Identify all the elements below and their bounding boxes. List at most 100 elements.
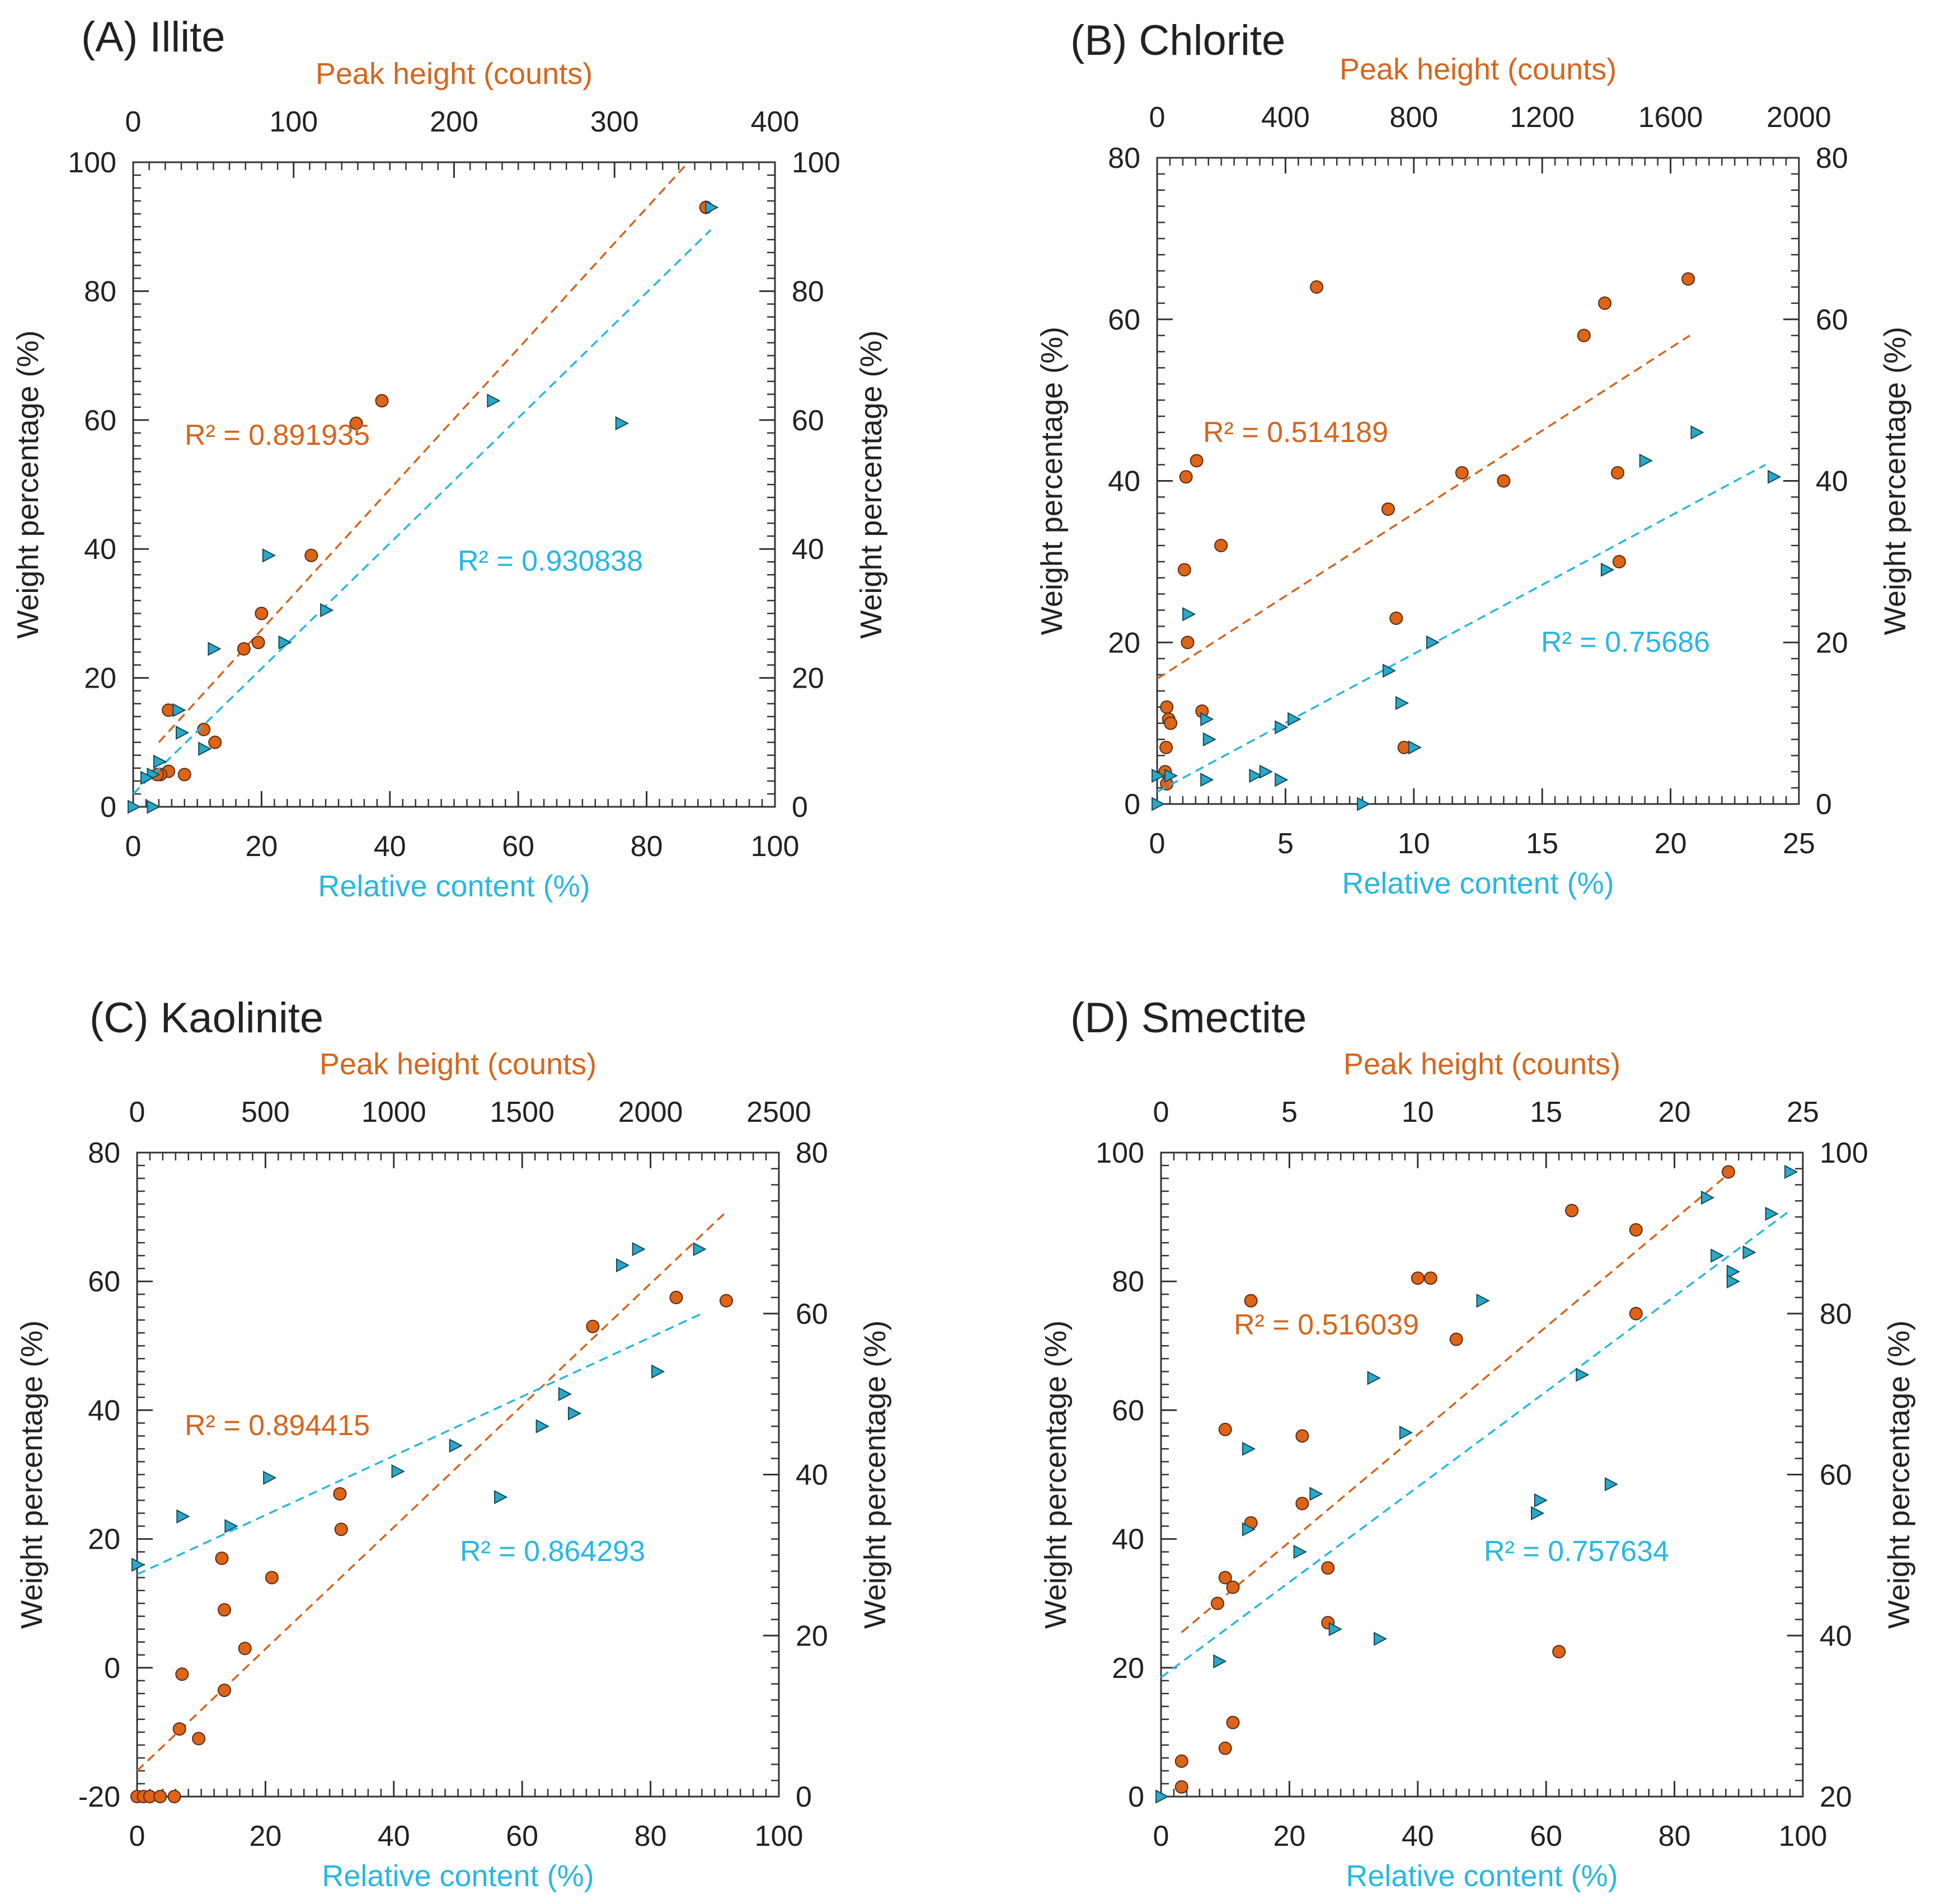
panel-a-y-tick-label: 0 bbox=[100, 791, 116, 824]
panel-c-x-tick-label: 100 bbox=[755, 1820, 803, 1853]
panel-d-y2-tick-label: 100 bbox=[1820, 1137, 1868, 1169]
panel-d-x2-tick-label: 5 bbox=[1281, 1096, 1298, 1129]
panel-b-relative-content-point bbox=[1275, 720, 1289, 735]
panel-d-relative-content-point bbox=[1373, 1632, 1388, 1646]
panel-b-relative-content-point bbox=[1426, 635, 1440, 650]
panel-c-peak-height-point bbox=[172, 1722, 186, 1736]
panel-d-relative-content-point bbox=[1367, 1371, 1381, 1385]
panel-a-y2-tick-label: 20 bbox=[792, 662, 824, 695]
panel-d-relative-content-point bbox=[1784, 1164, 1798, 1179]
panel-b-y-axis-label: Weight percentage (%) bbox=[1035, 327, 1069, 635]
panel-a-relative-content-fit-line bbox=[132, 229, 712, 795]
panel-a-relative-content-point bbox=[172, 703, 186, 717]
panel-d-x-axis-label: Relative content (%) bbox=[1346, 1859, 1618, 1893]
panel-d-relative-content-point bbox=[1711, 1248, 1724, 1263]
panel-b-peak-height-point bbox=[1612, 554, 1626, 568]
panel-d-peak-height-fit-line bbox=[1181, 1171, 1732, 1633]
panel-c-x2-tick-label: 500 bbox=[241, 1096, 290, 1129]
panel-d-relative-content-point bbox=[1399, 1426, 1413, 1440]
panel-d-x2-axis-label: Peak height (counts) bbox=[1343, 1047, 1620, 1081]
panel-d-relative-content-point bbox=[1765, 1206, 1779, 1221]
panel-c-x-tick-label: 40 bbox=[378, 1820, 410, 1853]
panel-c-relative-content-point bbox=[651, 1364, 665, 1379]
panel-d-peak-height-point bbox=[1629, 1223, 1643, 1237]
panel-c-y2-tick-label: 20 bbox=[796, 1620, 828, 1652]
panel-a-peak-height-point bbox=[251, 636, 265, 650]
panel-b-relative-content-point bbox=[1152, 768, 1166, 783]
panel-d-peak-height-point bbox=[1244, 1294, 1258, 1308]
panel-a-peak-height-point bbox=[304, 548, 318, 562]
panel-d-x2-tick-label: 25 bbox=[1787, 1096, 1819, 1129]
panel-d-y-tick-label: 20 bbox=[1112, 1652, 1144, 1685]
panel-b-relative-content-point bbox=[1639, 453, 1653, 468]
panel-b-x-tick-label: 20 bbox=[1655, 828, 1687, 860]
panel-d-peak-height-point bbox=[1226, 1580, 1240, 1594]
panel-d-relative-content-point bbox=[1213, 1654, 1227, 1668]
panel-d-relative-content-point bbox=[1534, 1493, 1548, 1508]
panel-c-relative-content-fit-line bbox=[137, 1313, 703, 1576]
panel-b-relative-content-point bbox=[1357, 797, 1371, 811]
panel-b-peak-height-point bbox=[1164, 716, 1178, 730]
panel-c-y2-tick-label: 80 bbox=[796, 1137, 828, 1169]
panel-b-peak-height-point bbox=[1160, 700, 1174, 714]
panel-d-x2-tick-label: 20 bbox=[1658, 1096, 1691, 1129]
panel-c-relative-content-point bbox=[558, 1386, 572, 1402]
panel-c-y-axis-label: Weight percentage (%) bbox=[15, 1320, 49, 1629]
panel-d-peak-height-point bbox=[1174, 1780, 1188, 1794]
panel-c-relative-content-r2-label: R² = 0.864293 bbox=[460, 1535, 645, 1568]
panel-b-y2-tick-label: 20 bbox=[1816, 627, 1848, 659]
panel-b-title: (B) Chlorite bbox=[1070, 17, 1285, 64]
panel-a-x2-tick-label: 100 bbox=[269, 106, 318, 138]
panel-c-y-tick-label: -20 bbox=[78, 1781, 120, 1813]
panel-d-x2-tick-label: 10 bbox=[1402, 1096, 1434, 1129]
panel-b-y-tick-label: 80 bbox=[1108, 142, 1140, 175]
panel-b-x-tick-label: 15 bbox=[1526, 828, 1558, 860]
panel-c-peak-height-r2-label: R² = 0.894415 bbox=[185, 1409, 370, 1442]
panel-c-x-tick-label: 0 bbox=[129, 1820, 145, 1853]
panel-c-x2-axis-label: Peak height (counts) bbox=[319, 1047, 596, 1081]
panel-b-y2-tick-label: 40 bbox=[1816, 466, 1848, 498]
panel-c-relative-content-point bbox=[494, 1490, 508, 1505]
panel-d-y-tick-label: 60 bbox=[1112, 1394, 1144, 1427]
panel-a-relative-content-point bbox=[320, 603, 334, 618]
panel-a-x2-tick-label: 200 bbox=[430, 106, 478, 138]
panel-d-y-tick-label: 0 bbox=[1128, 1781, 1144, 1813]
panel-b-peak-height-point bbox=[1389, 611, 1403, 625]
panel-d-peak-height-point bbox=[1295, 1429, 1309, 1443]
panel-b-y-tick-label: 60 bbox=[1108, 304, 1140, 336]
panel-b-y2-axis-label: Weight percentage (%) bbox=[1878, 327, 1912, 635]
panel-d-peak-height-point bbox=[1321, 1561, 1335, 1575]
panel-c-x2-tick-label: 2500 bbox=[746, 1096, 811, 1129]
panel-c-relative-content-point bbox=[693, 1242, 707, 1257]
panel-b-x-tick-label: 10 bbox=[1398, 828, 1430, 860]
panel-b-y-tick-label: 40 bbox=[1108, 466, 1140, 498]
panel-a-plot-frame bbox=[132, 161, 776, 808]
panel-a-x2-axis-label: Peak height (counts) bbox=[316, 57, 593, 91]
panel-d-relative-content-point bbox=[1531, 1506, 1545, 1521]
panel-a-relative-content-point bbox=[487, 393, 501, 408]
panel-d-y2-axis-label: Weight percentage (%) bbox=[1882, 1320, 1916, 1629]
panel-c-y-tick-label: 80 bbox=[88, 1137, 120, 1169]
panel-b-relative-content-point bbox=[1690, 425, 1704, 440]
panel-b-peak-height-point bbox=[1190, 454, 1204, 468]
panel-b-peak-height-point bbox=[1177, 563, 1191, 577]
panel-d-x-tick-label: 60 bbox=[1530, 1820, 1562, 1853]
panel-b-relative-content-point bbox=[1152, 797, 1166, 811]
panel-d-peak-height-point bbox=[1218, 1422, 1232, 1436]
panel-d-relative-content-point bbox=[1700, 1190, 1715, 1205]
panel-a-x-tick-label: 40 bbox=[374, 830, 406, 863]
panel-b-peak-height-point bbox=[1577, 328, 1591, 342]
panel-b-relative-content-point bbox=[1408, 740, 1422, 755]
panel-d-relative-content-r2-label: R² = 0.757634 bbox=[1484, 1535, 1669, 1568]
panel-c-x-tick-label: 20 bbox=[249, 1820, 281, 1853]
panel-c-x2-tick-label: 1500 bbox=[490, 1096, 555, 1129]
panel-d-y2-tick-label: 20 bbox=[1820, 1781, 1852, 1813]
panel-c-peak-height-fit-line bbox=[136, 1210, 729, 1772]
panel-c-relative-content-point bbox=[131, 1557, 145, 1572]
panel-b-peak-height-point bbox=[1310, 280, 1324, 294]
panel-b-relative-content-point bbox=[1164, 768, 1178, 783]
panel-c-relative-content-point bbox=[391, 1464, 405, 1479]
panel-c-x2-tick-label: 0 bbox=[129, 1096, 145, 1129]
panel-b-peak-height-point bbox=[1181, 636, 1195, 650]
panel-a-peak-height-point bbox=[375, 394, 389, 408]
